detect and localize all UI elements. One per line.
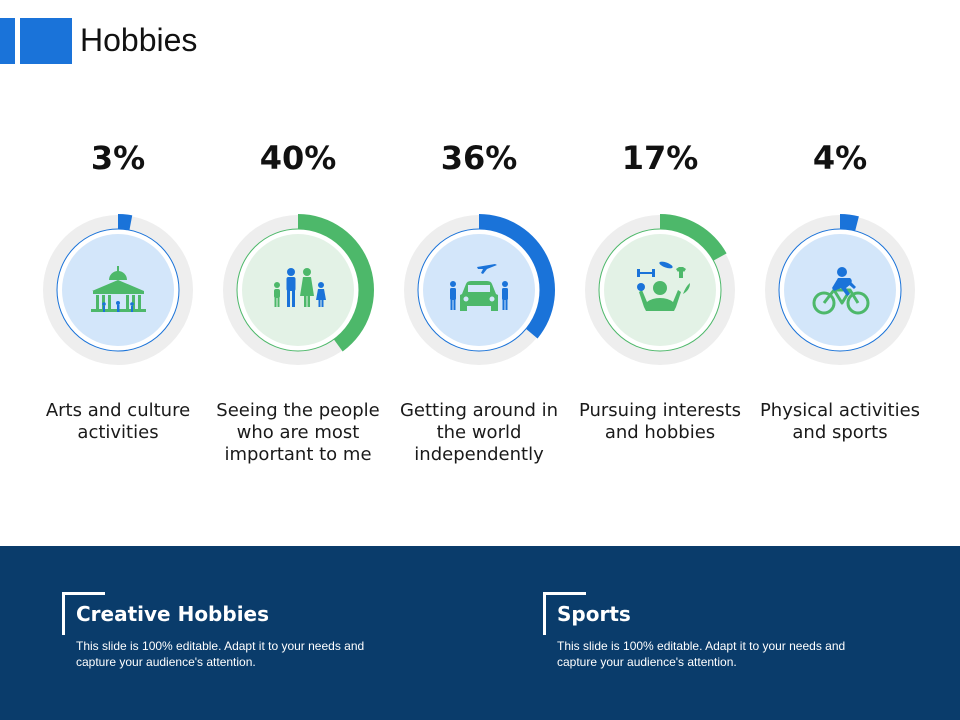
donut-inner-ring <box>598 228 722 352</box>
card-text: This slide is 100% editable. Adapt it to… <box>557 639 846 669</box>
hobby-label: Physical activities and sports <box>759 400 921 443</box>
donut-inner-ring <box>778 228 902 352</box>
hobby-column-arts: 3% Arts and culture activities <box>28 130 208 490</box>
value-label: 40% <box>259 139 337 177</box>
hobby-column-interests: 17% Pursuing interests and hobbies <box>570 130 750 490</box>
hobby-column-getting-around: 36% Getting around in the world independ… <box>389 130 569 490</box>
card-title: Creative Hobbies <box>76 602 270 626</box>
donut-inner-ring <box>56 228 180 352</box>
donut-arc-physical <box>840 214 859 231</box>
family-icon <box>274 268 326 307</box>
hobby-label: Seeing the people who are most important… <box>216 400 380 465</box>
slide-title: Hobbies <box>80 22 198 58</box>
museum-icon <box>91 266 146 312</box>
card-title: Sports <box>557 602 631 626</box>
donut-chart-getting-around <box>404 214 555 365</box>
cyclist-icon <box>812 267 870 315</box>
hobby-column-people: 40% Seeing the people who are most impor… <box>208 130 388 490</box>
donut-chart-physical <box>765 214 915 365</box>
hobby-label: Pursuing interests and hobbies <box>578 400 742 443</box>
footer-panel: Creative Hobbies This slide is 100% edit… <box>0 546 960 720</box>
hobby-label: Arts and culture activities <box>45 400 191 443</box>
card-text: This slide is 100% editable. Adapt it to… <box>76 639 365 669</box>
hobby-label: Getting around in the world independentl… <box>399 400 559 465</box>
value-label: 3% <box>90 139 146 177</box>
card-corner-bracket <box>62 592 105 635</box>
donut-chart-people <box>223 214 374 365</box>
hobby-column-physical: 4% Physical activities and sports <box>750 130 930 490</box>
donut-arc-arts <box>118 214 133 231</box>
donut-inner-ring <box>417 228 541 352</box>
travel-car-icon <box>450 264 508 311</box>
donut-arc-people <box>298 214 374 352</box>
value-label: 17% <box>621 139 699 177</box>
card-corner-bracket <box>543 592 586 635</box>
value-label: 4% <box>812 139 868 177</box>
donut-chart-interests <box>585 214 735 365</box>
donut-arc-getting-around <box>479 214 555 339</box>
donut-inner-fill <box>242 234 354 346</box>
donut-chart-arts <box>43 214 193 365</box>
value-label: 36% <box>440 139 518 177</box>
title-accent-bar-small <box>0 18 15 64</box>
title-accent-bar-large <box>20 18 72 64</box>
donut-arc-interests <box>660 214 727 261</box>
donut-inner-ring <box>236 228 360 352</box>
interests-person-icon <box>637 261 690 311</box>
